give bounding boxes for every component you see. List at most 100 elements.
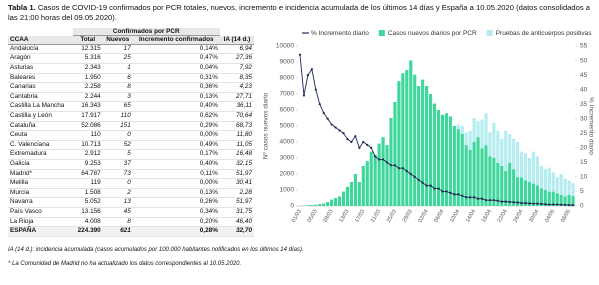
table-cell: 6	[102, 73, 133, 84]
bar	[480, 148, 484, 206]
table-cell: 17.917	[72, 111, 103, 122]
bar	[310, 205, 314, 206]
line-marker	[544, 203, 547, 206]
table-cell: 11,80	[219, 130, 254, 141]
y2-tick-label: 40	[580, 86, 588, 93]
title: Tabla 1. Casos de COVID-19 confirmados p…	[8, 3, 593, 23]
table-cell: 2.343	[72, 63, 103, 74]
notes: IA (14 d.): incidencia acumulada (casos …	[8, 246, 308, 274]
table-cell: 16,48	[219, 149, 254, 160]
line-marker	[476, 197, 480, 200]
y2-tick-label: 30	[580, 115, 588, 122]
bar	[421, 79, 425, 206]
table-cell: Melilla	[8, 178, 73, 189]
bar	[539, 166, 543, 189]
line-marker	[441, 190, 444, 193]
table-cell: 31,75	[219, 207, 254, 218]
x-tick-label: 25/03	[386, 209, 398, 224]
line-marker	[508, 200, 511, 204]
line-marker	[564, 203, 567, 206]
bar	[567, 180, 571, 195]
table-cell: 5	[102, 149, 133, 160]
line-marker	[560, 203, 563, 206]
table-cell: 37	[102, 159, 133, 170]
table-cell: 1.950	[72, 73, 103, 84]
table-row: Madrid* 64.787 73 0,11% 51,97	[8, 169, 254, 180]
bar	[535, 185, 539, 206]
bar	[492, 158, 496, 206]
table-cell: Castilla y León	[8, 111, 73, 122]
bar	[555, 193, 559, 206]
line-marker	[389, 164, 393, 167]
table-cell: 0,62%	[132, 111, 220, 122]
y-tick-label: 5000	[280, 123, 295, 130]
table-row: Castilla y León 17.917 110 0,62% 70,64	[8, 111, 254, 122]
line-marker	[571, 204, 575, 207]
bar	[531, 183, 536, 206]
bar	[337, 196, 342, 206]
table-cell: 5.052	[72, 197, 103, 208]
bar	[464, 145, 468, 206]
empty-header	[219, 28, 254, 36]
table-cell: 0	[102, 178, 133, 189]
bar	[322, 203, 326, 206]
table-row: Murcia 1.508 2 0,13% 2,28	[8, 188, 254, 199]
line-marker	[421, 181, 424, 184]
table-cell: 7,92	[219, 63, 254, 74]
y-tick-label: 3000	[280, 155, 295, 162]
bar	[373, 154, 377, 206]
y-tick-label: 6000	[280, 107, 295, 114]
y-tick-label: 2000	[280, 171, 295, 178]
line-marker	[397, 167, 401, 170]
line-marker	[310, 68, 313, 71]
line-marker	[366, 143, 369, 147]
table-cell: C. Valenciana	[8, 140, 73, 151]
x-tick-label: 22/04	[497, 209, 509, 224]
x-tick-label: 04/05	[544, 209, 556, 224]
table-cell: ESPAÑA	[8, 226, 73, 237]
legend-label: Casos nuevos diarios por PCR	[388, 30, 477, 37]
table-cell: 0,34%	[132, 207, 220, 218]
table-cell: 621	[102, 226, 133, 237]
bar	[508, 134, 512, 163]
table-cell: 0,04%	[132, 63, 220, 74]
line-marker	[354, 135, 357, 138]
table-cell: 36,11	[219, 101, 254, 112]
table-row: Canarias 2.258 8 0,36% 4,23	[8, 82, 254, 93]
table-cell: 4,23	[219, 82, 254, 93]
line-marker	[480, 197, 484, 200]
line-marker	[374, 155, 377, 158]
bar	[563, 196, 567, 206]
x-tick-label: 26/04	[512, 209, 524, 224]
line-marker	[338, 129, 341, 132]
table-row: Extremadura 2.912 5 0,17% 16,48	[8, 149, 254, 160]
table-cell: 2.244	[72, 92, 103, 103]
table-row: País Vasco 13.156 45 0,34% 31,75	[8, 207, 254, 218]
bar	[409, 60, 413, 207]
table-cell: 70,64	[219, 111, 254, 122]
bar	[397, 81, 401, 206]
line-marker	[520, 201, 523, 205]
table-cell: 119	[72, 178, 103, 189]
table-row: Galicia 9.253 37 0,40% 32,15	[8, 159, 254, 170]
table-cell: 0,11%	[132, 169, 220, 180]
column-header: Incremento confirmados	[132, 35, 220, 45]
bar	[345, 186, 350, 206]
bar	[393, 102, 397, 206]
bar	[519, 177, 524, 206]
bar	[476, 137, 480, 206]
table-cell: 73	[102, 169, 133, 180]
bar	[318, 204, 322, 206]
bar	[452, 126, 456, 206]
table-cell: 5.316	[72, 53, 103, 64]
bar	[488, 132, 492, 157]
x-tick-label: 21/03	[370, 209, 382, 224]
table-row: Cantabria 2.244 3 0,13% 27,71	[8, 92, 254, 103]
table-cell: 151	[102, 121, 133, 132]
table-cell: Galicia	[8, 159, 73, 170]
bar	[559, 194, 563, 206]
x-tick-label: 18/04	[481, 209, 493, 224]
table-cell: 2.912	[72, 149, 103, 160]
bar	[567, 194, 571, 206]
table-cell: 2,28	[219, 188, 254, 199]
